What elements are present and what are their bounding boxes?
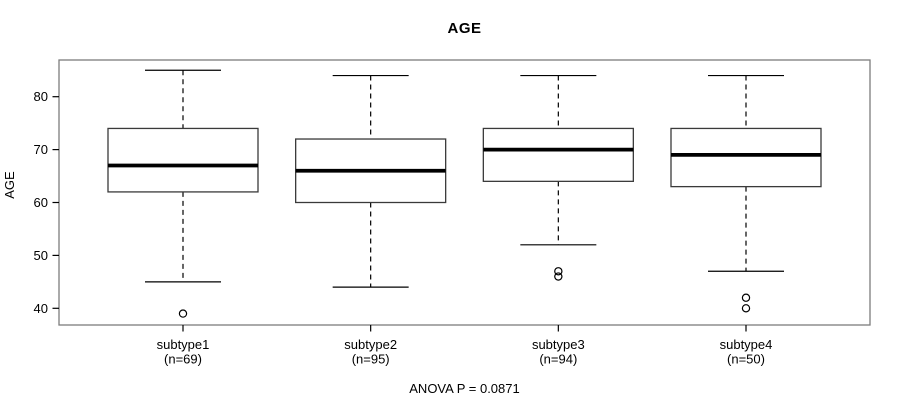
anova-annotation: ANOVA P = 0.0871 xyxy=(409,381,520,396)
iqr-box xyxy=(670,127,822,188)
outlier-point xyxy=(178,309,188,318)
x-tick-label: subtype2 xyxy=(344,337,397,352)
iqr-box xyxy=(107,127,259,193)
x-tick-sublabel: (n=50) xyxy=(727,352,765,367)
iqr-box xyxy=(482,127,634,182)
outlier-point xyxy=(741,293,751,302)
y-tick-label: 50 xyxy=(34,248,48,263)
x-tick-label: subtype4 xyxy=(720,337,773,352)
outlier-point xyxy=(554,272,563,281)
plot-border xyxy=(58,59,871,326)
x-tick-sublabel: (n=95) xyxy=(352,352,390,367)
x-tick-sublabel: (n=69) xyxy=(164,352,202,367)
y-tick-label: 80 xyxy=(34,89,48,104)
x-tick-label: subtype3 xyxy=(532,337,585,352)
outlier-point xyxy=(741,304,751,313)
chart-title: AGE xyxy=(447,20,482,37)
x-tick-sublabel: (n=94) xyxy=(539,352,577,367)
y-tick-label: 60 xyxy=(34,195,48,210)
x-tick-label: subtype1 xyxy=(157,337,210,352)
outlier-point xyxy=(554,267,563,276)
y-tick-label: 40 xyxy=(34,301,48,316)
y-tick-label: 70 xyxy=(34,142,48,157)
